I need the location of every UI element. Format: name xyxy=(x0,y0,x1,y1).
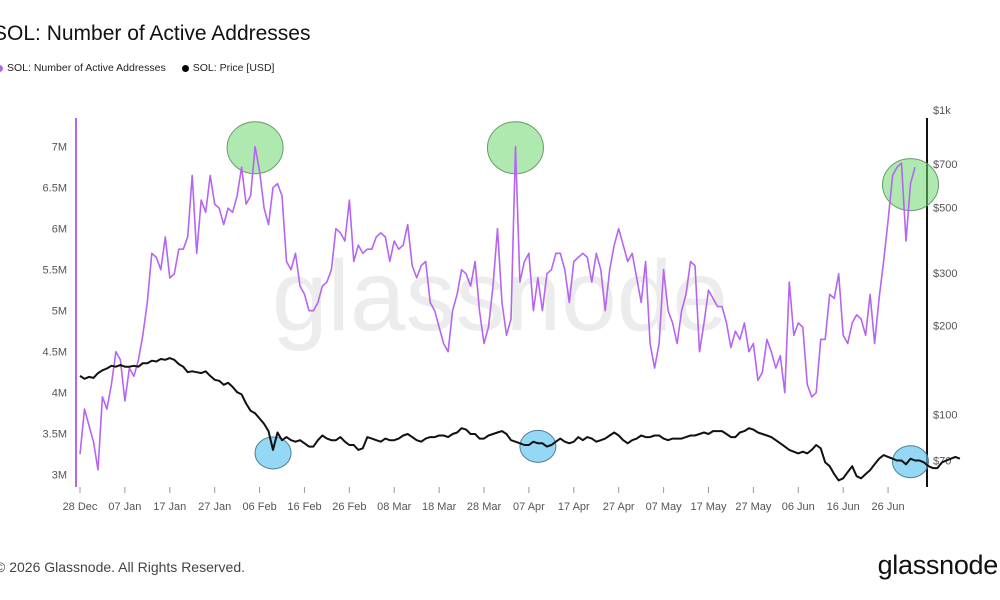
legend-marker-price xyxy=(181,64,189,72)
price-highlight-circle xyxy=(519,429,557,463)
x-tick-label: 26 Jun xyxy=(872,501,905,513)
legend-item-active-addresses[interactable]: SOL: Number of Active Addresses xyxy=(0,62,166,74)
x-tick-label: 17 May xyxy=(690,501,727,513)
x-tick-label: 17 Apr xyxy=(558,501,590,513)
y-left-tick-label: 4M xyxy=(52,388,67,400)
x-tick-label: 08 Mar xyxy=(377,501,412,513)
chart-title: SOL: Number of Active Addresses xyxy=(0,22,311,45)
y-left-tick-label: 6M xyxy=(52,224,67,236)
x-tick-label: 07 Apr xyxy=(513,501,545,513)
y-left-tick-label: 5.5M xyxy=(43,265,67,277)
price-highlight-circle xyxy=(254,436,292,470)
left-axis-ticks: 3M 3.5M 4M 4.5M 5M 5.5M 6M 6.5M 7M xyxy=(43,142,67,482)
price-highlight-circle xyxy=(892,445,930,479)
x-tick-label: 06 Feb xyxy=(242,501,276,513)
y-right-tick-label: $100 xyxy=(933,410,957,422)
series-lines xyxy=(79,145,961,482)
x-tick-label: 18 Mar xyxy=(422,501,457,513)
right-axis-ticks: $70$100$200$300$500$700$1k xyxy=(933,105,957,468)
x-tick-label: 27 Apr xyxy=(603,501,635,513)
brand-logo[interactable]: glassnode xyxy=(877,550,999,580)
legend-label-price: SOL: Price [USD] xyxy=(192,62,275,74)
y-right-tick-label: $500 xyxy=(933,202,957,214)
x-tick-label: 17 Jan xyxy=(153,501,186,513)
y-right-tick-label: $700 xyxy=(933,159,957,171)
legend-label-active-addresses: SOL: Number of Active Addresses xyxy=(7,62,166,74)
y-left-tick-label: 3M xyxy=(52,470,67,482)
y-right-tick-label: $200 xyxy=(933,320,957,332)
x-tick-label: 16 Jun xyxy=(827,501,860,513)
y-left-tick-label: 6.5M xyxy=(43,183,67,195)
y-left-tick-label: 4.5M xyxy=(43,347,67,359)
x-tick-label: 26 Feb xyxy=(332,501,366,513)
y-right-tick-label: $1k xyxy=(933,105,951,117)
x-tick-label: 07 May xyxy=(646,501,683,513)
x-tick-label: 16 Feb xyxy=(287,501,321,513)
x-tick-label: 27 May xyxy=(735,501,772,513)
x-tick-label: 28 Mar xyxy=(467,501,502,513)
x-axis-ticks: 28 Dec 07 Jan 17 Jan 27 Jan 06 Feb 16 Feb 26 F… xyxy=(63,487,905,513)
legend-item-price[interactable]: SOL: Price [USD] xyxy=(181,62,275,74)
y-right-tick-label: $300 xyxy=(933,268,957,280)
series-line-active-addresses xyxy=(79,145,916,471)
highlight-circles xyxy=(226,121,940,479)
legend-marker-active-addresses xyxy=(0,64,3,72)
x-tick-label: 28 Dec xyxy=(63,501,98,513)
y-left-tick-label: 3.5M xyxy=(43,429,67,441)
x-tick-label: 07 Jan xyxy=(108,501,141,513)
copyright-footer: © 2026 Glassnode. All Rights Reserved. xyxy=(0,559,246,575)
series-line-price xyxy=(79,357,961,482)
legend: SOL: Number of Active Addresses SOL: Pri… xyxy=(0,62,274,74)
x-tick-label: 27 Jan xyxy=(198,501,231,513)
y-left-tick-label: 5M xyxy=(52,306,67,318)
x-tick-label: 06 Jun xyxy=(782,501,815,513)
y-left-tick-label: 7M xyxy=(52,142,67,154)
